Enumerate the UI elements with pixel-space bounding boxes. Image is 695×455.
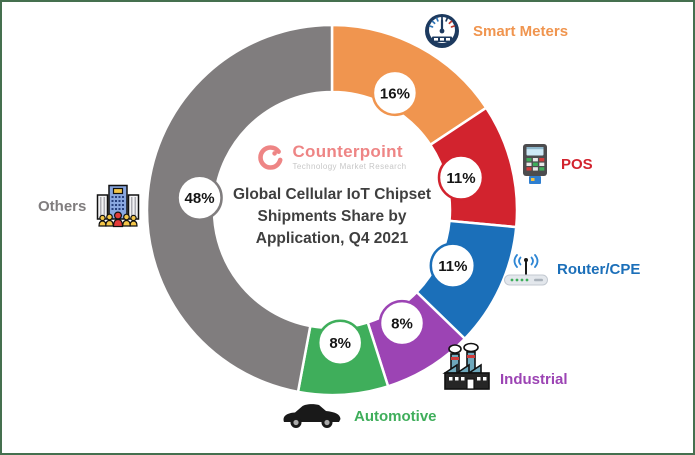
donut-segment-others bbox=[145, 23, 334, 394]
chart-title-line-3: Application, Q4 2021 bbox=[255, 230, 409, 247]
legend-label-pos: POS bbox=[561, 155, 593, 173]
legend-item-industrial: Industrial bbox=[440, 342, 568, 396]
pos-terminal-icon bbox=[520, 143, 550, 185]
legend-item-pos: POS bbox=[520, 143, 593, 185]
percent-badge-others bbox=[176, 174, 223, 221]
legend-label-others: Others bbox=[38, 197, 87, 215]
factory-icon bbox=[440, 342, 494, 396]
logo-name: Counterpoint bbox=[292, 142, 403, 161]
percent-label-router-cpe: 11% bbox=[438, 258, 467, 275]
gauge-icon bbox=[424, 13, 460, 49]
chart-title: Global Cellular IoT Chipset Shipments Sh… bbox=[202, 184, 462, 250]
percent-label-pos: 11% bbox=[446, 170, 475, 187]
legend-item-router-cpe: Router/CPE bbox=[503, 250, 640, 288]
router-icon bbox=[503, 250, 549, 288]
percent-label-smart-meters: 16% bbox=[380, 85, 410, 102]
percent-badge-pos bbox=[437, 154, 485, 201]
building-icon bbox=[94, 182, 142, 230]
car-icon bbox=[279, 400, 345, 432]
percent-badge-industrial bbox=[378, 299, 426, 347]
legend-label-industrial: Industrial bbox=[500, 371, 568, 388]
percent-label-others: 48% bbox=[185, 190, 215, 207]
percent-badge-router-cpe bbox=[429, 242, 477, 289]
legend-item-automotive: Automotive bbox=[279, 400, 437, 432]
counterpoint-logo: Counterpoint Technology Market Research bbox=[202, 143, 462, 171]
logo-tagline: Technology Market Research bbox=[292, 162, 407, 171]
chart-title-line-1: Global Cellular IoT Chipset bbox=[232, 186, 432, 203]
legend-item-smart-meters: Smart Meters bbox=[424, 13, 568, 49]
legend-item-others: Others bbox=[38, 182, 142, 230]
legend-label-automotive: Automotive bbox=[354, 407, 437, 425]
percent-label-automotive: 8% bbox=[329, 335, 351, 352]
percent-badge-smart-meters bbox=[371, 69, 419, 117]
legend-label-router-cpe: Router/CPE bbox=[557, 260, 641, 278]
percent-badge-automotive bbox=[316, 319, 364, 366]
chart-title-line-2: Shipments Share by bbox=[257, 208, 407, 225]
chart-center: Counterpoint Technology Market Research … bbox=[202, 143, 462, 250]
percent-label-industrial: 8% bbox=[391, 316, 413, 333]
counterpoint-logo-icon bbox=[257, 144, 284, 171]
legend-label-smart-meters: Smart Meters bbox=[473, 22, 569, 40]
